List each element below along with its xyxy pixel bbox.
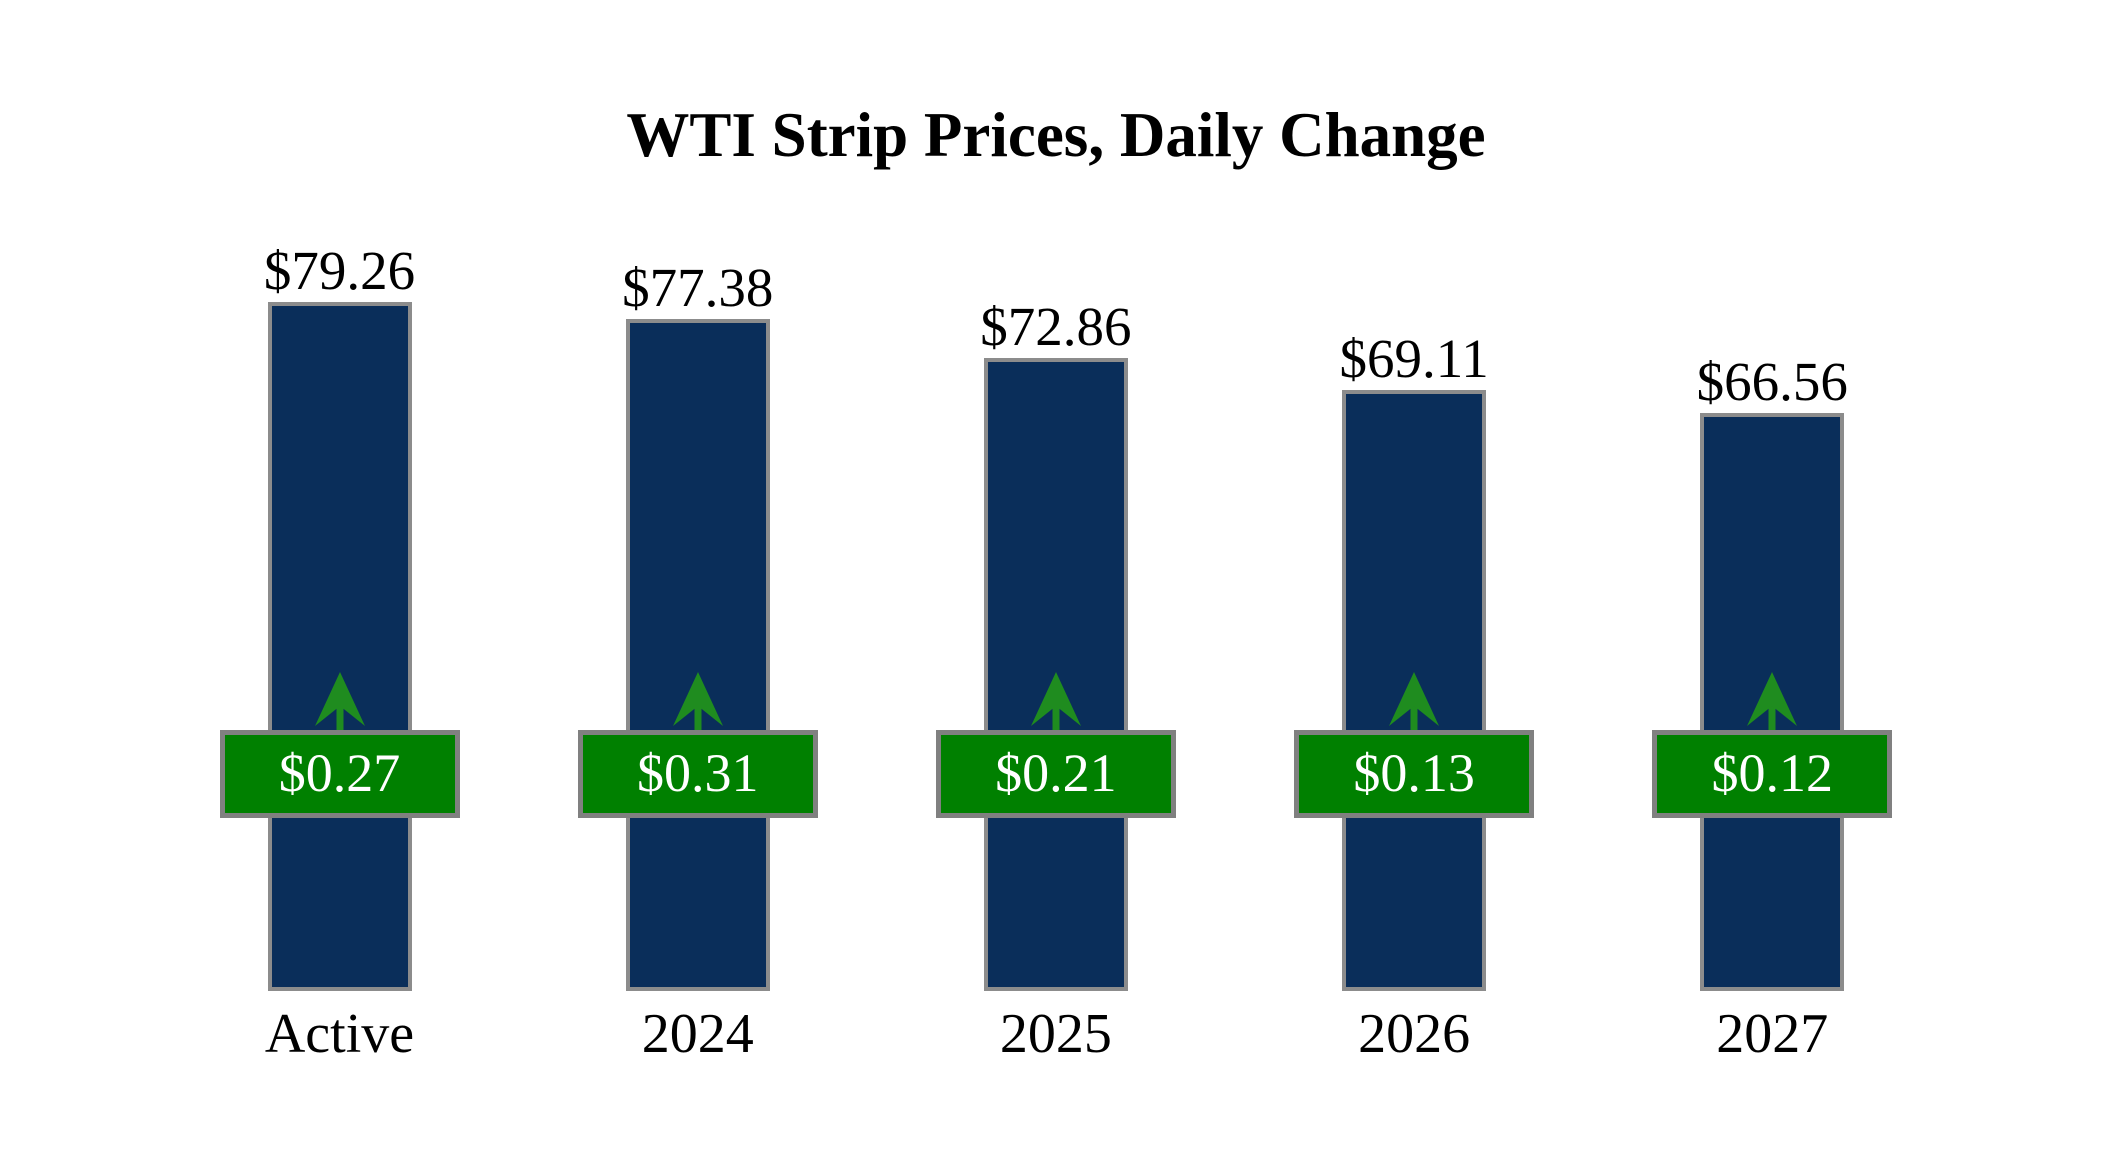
up-arrow-icon — [672, 672, 723, 730]
daily-change-badge: $0.12 — [1652, 730, 1893, 818]
bar-column: $72.86 $0.21 2025 — [876, 0, 1236, 1152]
category-label: Active — [264, 1003, 415, 1065]
daily-change-badge: $0.27 — [219, 730, 460, 818]
bar-column: $69.11 $0.13 2026 — [1234, 0, 1594, 1152]
category-label: 2024 — [641, 1003, 754, 1065]
price-bar — [625, 318, 770, 991]
category-label: 2027 — [1716, 1003, 1829, 1065]
price-value-label: $79.26 — [263, 240, 416, 302]
price-bar — [267, 302, 412, 991]
up-arrow-icon — [314, 672, 365, 730]
daily-change-badge: $0.31 — [577, 730, 818, 818]
price-value-label: $72.86 — [980, 295, 1132, 357]
category-label: 2026 — [1358, 1003, 1471, 1065]
up-arrow-icon — [1747, 672, 1798, 730]
bar-column: $66.56 $0.12 2027 — [1592, 0, 1952, 1152]
daily-change-badge: $0.21 — [935, 730, 1176, 818]
price-value-label: $69.11 — [1339, 328, 1489, 390]
up-arrow-icon — [1030, 672, 1081, 730]
daily-change-badge: $0.13 — [1294, 730, 1535, 818]
category-label: 2025 — [999, 1003, 1112, 1065]
price-value-label: $77.38 — [622, 256, 774, 318]
price-value-label: $66.56 — [1696, 350, 1848, 412]
up-arrow-icon — [1389, 672, 1440, 730]
chart-title: WTI Strip Prices, Daily Change — [626, 100, 1486, 170]
bar-column: $79.26 $0.27 Active — [160, 0, 520, 1152]
bar-column: $77.38 $0.31 2024 — [518, 0, 878, 1152]
